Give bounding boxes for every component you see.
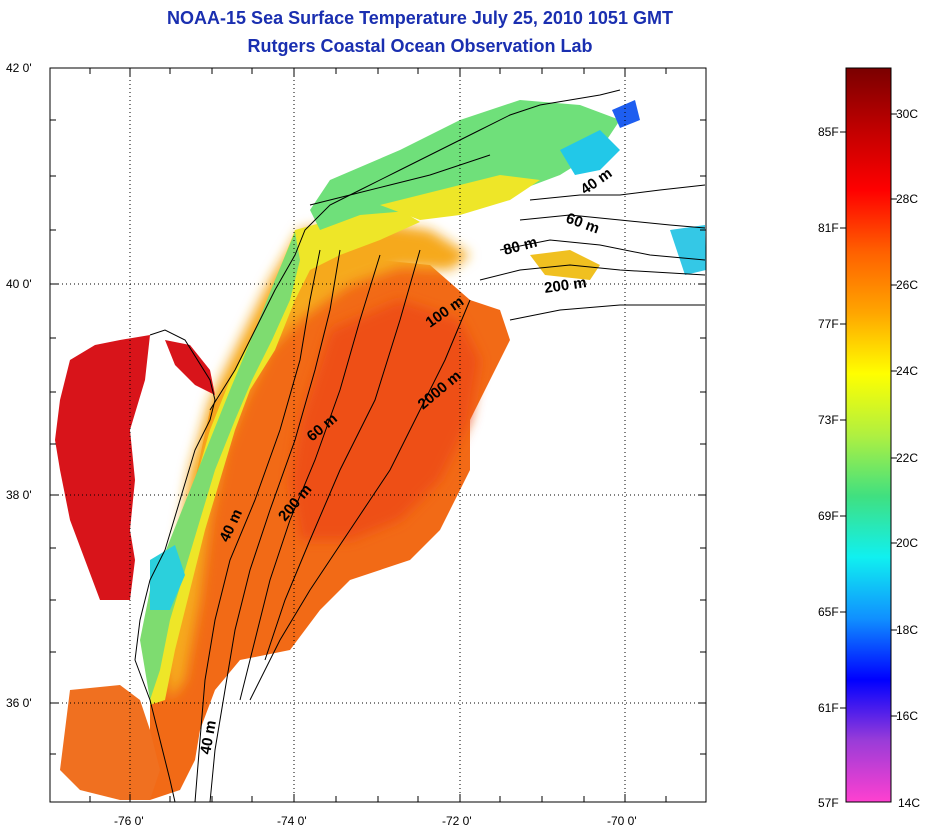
sst-gulf-maine-blue (612, 100, 640, 128)
colorbar-c-20: 20C (896, 536, 919, 550)
lat-label-36: 36 0' (6, 696, 32, 710)
map-subtitle: Rutgers Coastal Ocean Observation Lab (247, 36, 593, 56)
contour-label-40m-south: 40 m (197, 719, 220, 756)
colorbar-f-65: 65F (818, 605, 839, 619)
lon-label-70: -70 0' (607, 814, 637, 828)
lat-label-40: 40 0' (6, 277, 32, 291)
colorbar-c-30: 30C (896, 107, 919, 121)
colorbar-c-22: 22C (896, 451, 919, 465)
lat-label-42: 42 0' (6, 61, 32, 75)
lon-label-72: -72 0' (442, 814, 472, 828)
sst-east-cyan-patch (670, 225, 706, 275)
colorbar-f-57: 57F (818, 796, 839, 810)
colorbar-f-73: 73F (818, 413, 839, 427)
colorbar-c-28: 28C (896, 192, 919, 206)
colorbar-c-16: 16C (896, 709, 919, 723)
sst-gulf-maine-cyan (560, 130, 620, 175)
colorbar-f-69: 69F (818, 509, 839, 523)
bathymetry-contours (194, 184, 706, 802)
map-title: NOAA-15 Sea Surface Temperature July 25,… (167, 8, 673, 28)
colorbar-c-24: 24C (896, 364, 919, 378)
lon-label-76: -76 0' (114, 814, 144, 828)
colorbar-f-61: 61F (818, 701, 839, 715)
colorbar (845, 67, 892, 803)
colorbar-f-85: 85F (818, 125, 839, 139)
sst-delaware-bay (165, 340, 215, 395)
sst-northeast-green (310, 100, 620, 230)
colorbar-c-14: 14C (898, 796, 921, 810)
lat-label-38: 38 0' (6, 488, 32, 502)
graticule (50, 68, 706, 802)
colorbar-c-26: 26C (896, 278, 919, 292)
colorbar-f-77: 77F (818, 317, 839, 331)
sst-hot-core (290, 300, 480, 540)
contour-label-200m-ne: 200 m (543, 274, 587, 297)
coastline (134, 89, 621, 802)
sst-pamlico-sound (60, 685, 160, 800)
axis-ticks (50, 67, 706, 802)
sst-field (55, 100, 706, 800)
sst-northeast-yellow (380, 175, 540, 220)
sst-cyan-patch (150, 545, 185, 610)
colorbar-ticks (840, 113, 897, 717)
lon-label-74: -74 0' (277, 814, 307, 828)
colorbar-c-18: 18C (896, 623, 919, 637)
colorbar-f-81: 81F (818, 221, 839, 235)
sst-chesapeake-bay (55, 335, 150, 600)
